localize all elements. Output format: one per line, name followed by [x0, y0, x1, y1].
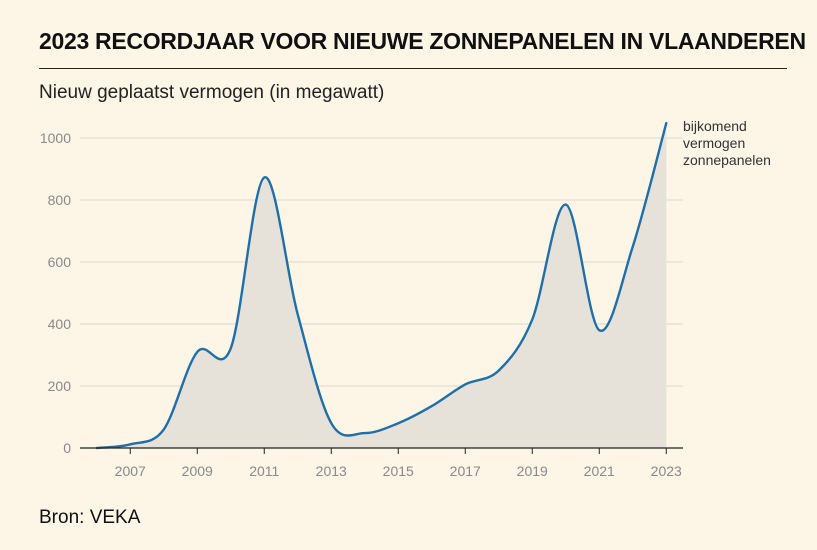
data-point-2019	[530, 317, 534, 321]
x-tick-label: 2013	[316, 463, 347, 479]
chart-subtitle: Nieuw geplaatst vermogen (in megawatt)	[39, 82, 385, 103]
data-point-2012	[296, 313, 300, 317]
x-tick-label: 2021	[584, 463, 615, 479]
data-point-2010	[229, 346, 233, 350]
x-axis-ticks: 2007 2009 2011 2013 2015 2017 2019 2021 2023	[115, 448, 682, 479]
title-divider	[39, 68, 787, 69]
source-note: Bron: VEKA	[39, 507, 141, 528]
x-tick-label: 2015	[383, 463, 414, 479]
annotation-line-1: bijkomend	[683, 118, 747, 134]
x-tick-label: 2009	[182, 463, 213, 479]
annotation: bijkomend vermogen zonnepanelen	[683, 118, 771, 168]
series-line	[95, 121, 668, 450]
annotation-line-2: vermogen	[683, 135, 745, 151]
y-tick-label: 800	[48, 192, 72, 208]
x-tick-label: 2007	[115, 463, 146, 479]
data-point-2007	[128, 442, 132, 446]
y-tick-label: 200	[48, 378, 72, 394]
x-tick-label: 2017	[450, 463, 481, 479]
data-point-2014	[363, 431, 367, 435]
data-point-2021	[597, 328, 601, 332]
data-point-2020	[564, 203, 568, 207]
x-tick-label: 2019	[517, 463, 548, 479]
data-point-2009	[195, 350, 199, 354]
data-point-2017	[463, 382, 467, 386]
x-tick-label: 2023	[651, 463, 682, 479]
data-point-2015	[396, 421, 400, 425]
y-axis-ticks: 0 200 400 600 800 1000	[40, 130, 71, 456]
x-tick-label: 2011	[249, 463, 279, 479]
data-point-2008	[162, 427, 166, 431]
area-fill	[96, 123, 667, 448]
data-point-2011	[262, 175, 266, 179]
data-point-2022	[631, 245, 635, 249]
data-point-2018	[497, 369, 501, 373]
y-tick-label: 1000	[40, 130, 71, 146]
y-tick-label: 400	[48, 316, 72, 332]
annotation-line-3: zonnepanelen	[683, 152, 771, 168]
data-point-2013	[329, 421, 333, 425]
y-tick-label: 600	[48, 254, 72, 270]
data-point-2023	[664, 121, 668, 125]
y-tick-label: 0	[63, 440, 71, 456]
chart-title: 2023 RECORDJAAR VOOR NIEUWE ZONNEPANELEN…	[39, 28, 806, 54]
data-point-2016	[430, 404, 434, 408]
data-point-2006	[95, 446, 99, 450]
